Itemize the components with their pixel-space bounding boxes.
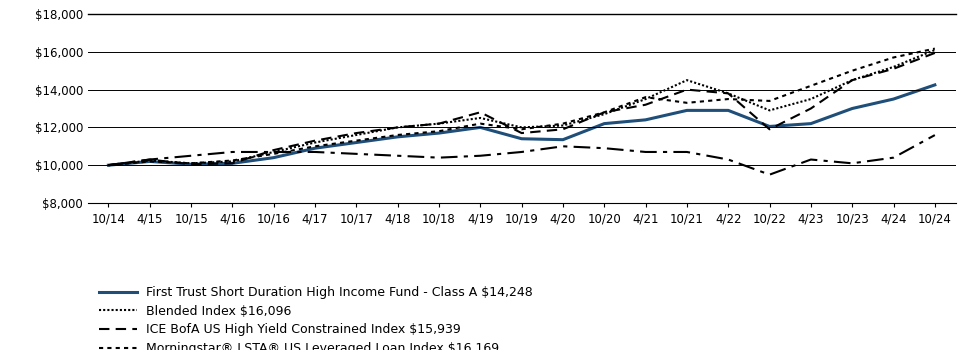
- Legend: First Trust Short Duration High Income Fund - Class A $14,248, Blended Index $16: First Trust Short Duration High Income F…: [94, 281, 538, 350]
